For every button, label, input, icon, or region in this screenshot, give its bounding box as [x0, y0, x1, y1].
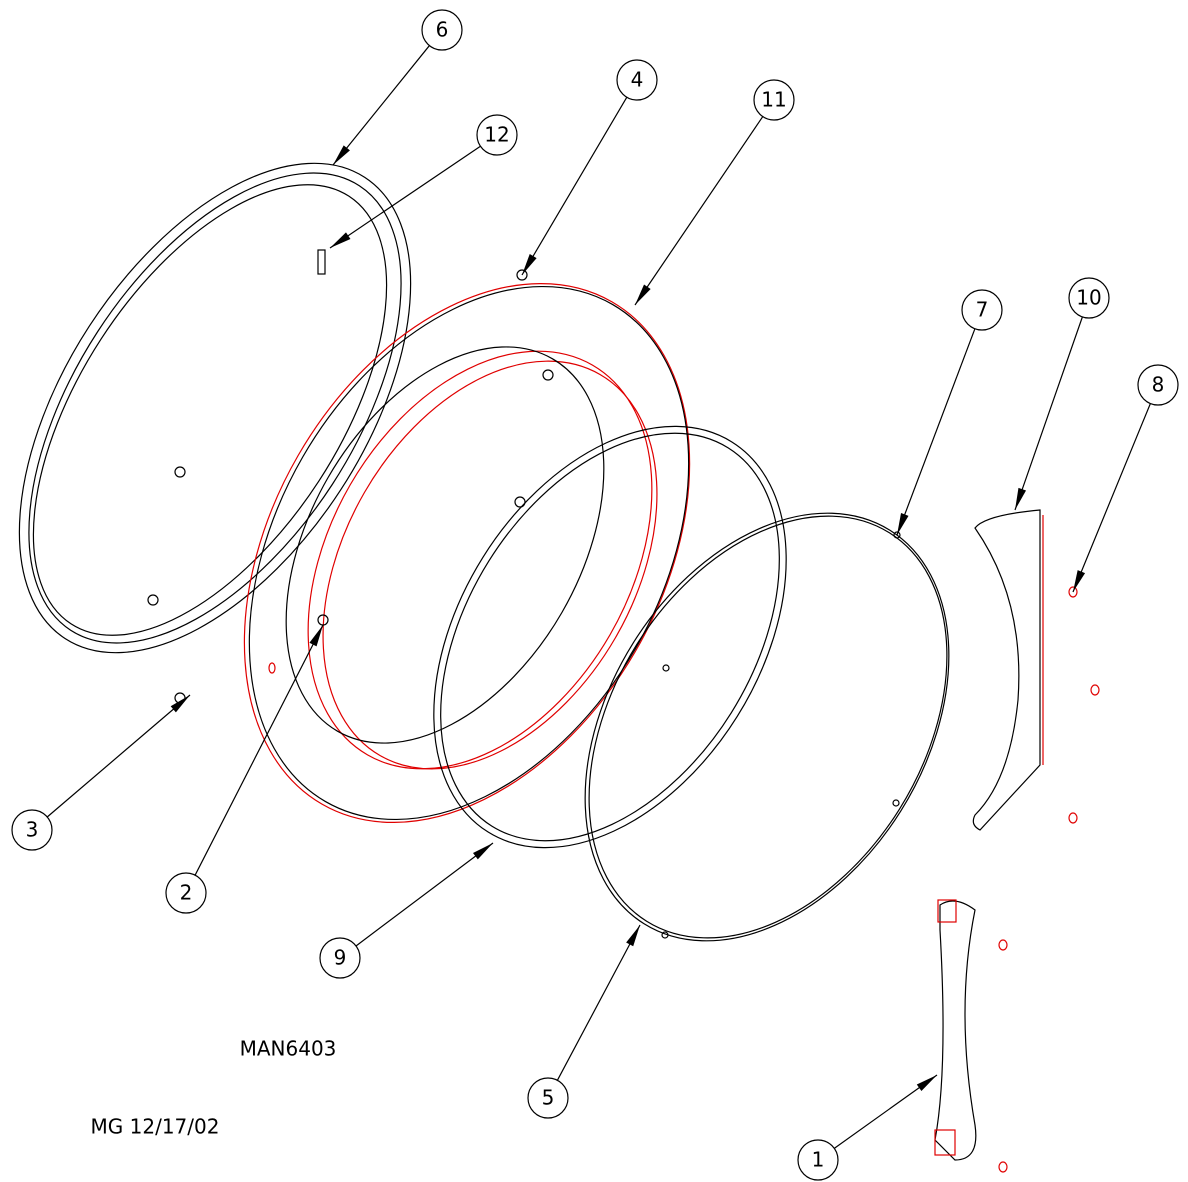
revision-note: MG 12/17/02 — [91, 1115, 220, 1139]
arrowhead — [916, 1075, 937, 1092]
glass — [584, 512, 950, 942]
handle — [934, 899, 977, 1161]
callout-label: 2 — [180, 881, 193, 905]
callout-circle — [797, 1139, 839, 1181]
arrowhead — [522, 254, 537, 275]
callout-circle — [165, 872, 207, 914]
leader-line — [556, 924, 641, 1081]
callout-label: 3 — [26, 818, 39, 842]
callout-label: 7 — [976, 298, 989, 322]
leader-line — [332, 45, 430, 166]
gasket — [433, 425, 787, 849]
callout-label: 11 — [761, 88, 786, 112]
callout-circle — [1137, 364, 1179, 406]
hinge — [972, 509, 1041, 831]
arrowhead — [635, 284, 651, 305]
arrowhead — [897, 513, 909, 535]
leader-line — [355, 842, 494, 947]
callout-circle — [961, 289, 1003, 331]
trim-ring — [243, 269, 691, 824]
arrowhead — [473, 843, 493, 860]
callout-label: 8 — [1152, 373, 1165, 397]
callout-label: 6 — [436, 18, 449, 42]
door-frame — [18, 162, 412, 704]
leader-line — [46, 694, 191, 818]
callout-circle — [319, 937, 361, 979]
callout-label: 1 — [812, 1148, 825, 1172]
leader-line — [194, 624, 324, 876]
leader-line — [1072, 403, 1151, 593]
screws — [998, 586, 1100, 1173]
callout-circle — [1068, 277, 1110, 319]
leader-line — [634, 116, 764, 306]
callout-circle — [527, 1077, 569, 1119]
callout-circle — [476, 114, 518, 156]
arrowhead — [309, 625, 323, 647]
callout-circle — [616, 59, 658, 101]
callout-label: 10 — [1076, 286, 1101, 310]
arrowhead — [1015, 487, 1027, 510]
callout-circle — [421, 9, 463, 51]
arrowhead — [1073, 570, 1086, 592]
leader-line — [521, 96, 628, 276]
callout-label: 4 — [631, 68, 644, 92]
callout-label: 5 — [542, 1086, 555, 1110]
arrowhead — [170, 695, 190, 713]
callout-label: 12 — [484, 123, 509, 147]
arrowhead — [333, 145, 350, 165]
leader-line — [329, 145, 481, 249]
drawing-number: MAN6403 — [240, 1037, 337, 1061]
leader-line — [1014, 316, 1083, 511]
callout-circle — [753, 79, 795, 121]
callout-label: 9 — [334, 946, 347, 970]
callout-circle — [11, 809, 53, 851]
leader-line — [896, 328, 976, 536]
arrowhead — [626, 925, 640, 947]
arrowhead — [330, 232, 351, 248]
